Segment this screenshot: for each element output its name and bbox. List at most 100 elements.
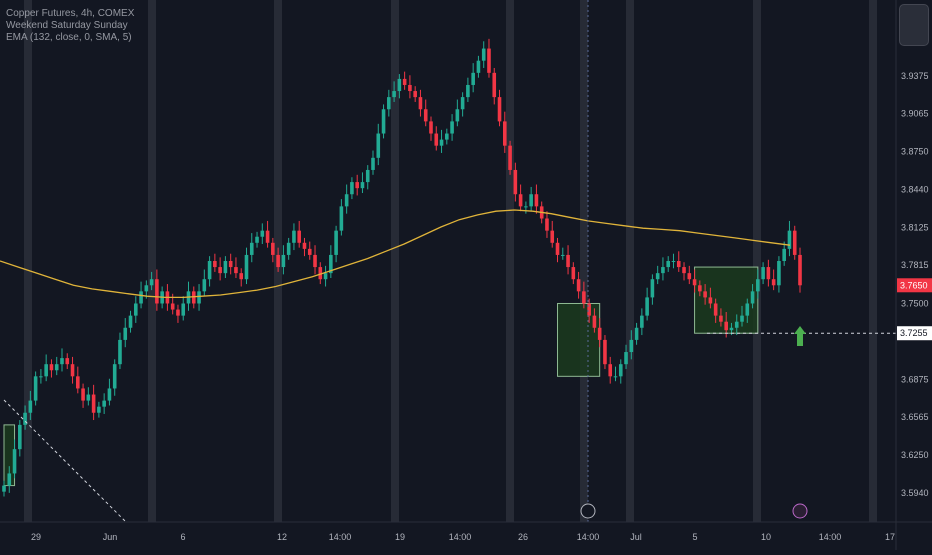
candle <box>81 383 85 408</box>
candle <box>91 384 96 421</box>
weekend-band <box>391 0 399 522</box>
candle <box>149 271 154 291</box>
candle <box>418 89 423 117</box>
candle <box>244 247 249 285</box>
candle-body <box>191 291 196 304</box>
x-tick-label: 29 <box>31 532 41 542</box>
candle-body <box>18 424 22 450</box>
candle <box>234 257 238 278</box>
candle <box>313 245 317 275</box>
candle-body <box>2 485 6 492</box>
candle <box>434 126 439 151</box>
candle-body <box>629 339 634 353</box>
candle <box>2 480 6 497</box>
candle-body <box>408 84 412 92</box>
candle-body <box>745 303 750 316</box>
candle-body <box>344 194 349 207</box>
candle <box>771 269 776 291</box>
candle <box>481 41 486 68</box>
x-tick-label: 17 <box>885 532 895 542</box>
candle <box>682 262 686 281</box>
candle <box>666 256 671 272</box>
candle-body <box>734 321 739 328</box>
candle-body <box>234 267 238 274</box>
candle-body <box>102 400 106 407</box>
candle-body <box>60 358 64 365</box>
candle <box>502 111 507 153</box>
y-tick-label: 3.8440 <box>901 184 929 194</box>
candle-body <box>144 285 149 292</box>
y-tick-label: 3.9375 <box>901 71 929 81</box>
candle-body <box>112 364 117 389</box>
weekend-band <box>626 0 634 522</box>
candle <box>487 38 491 78</box>
candle <box>661 257 665 281</box>
candle-body <box>418 97 423 110</box>
candle <box>191 286 196 309</box>
candle-body <box>597 327 602 340</box>
candle <box>76 366 80 394</box>
candle-body <box>592 315 597 328</box>
candle <box>334 225 338 263</box>
scale-button[interactable] <box>899 4 929 46</box>
candle <box>365 165 370 190</box>
candle <box>429 116 433 141</box>
candle <box>402 71 407 90</box>
candle <box>118 332 122 370</box>
legend-weekend[interactable]: Weekend Saturday Sunday <box>6 20 128 31</box>
candle <box>371 150 375 175</box>
candle-body <box>650 279 655 298</box>
candle <box>703 284 707 305</box>
candle <box>18 420 22 457</box>
candle <box>123 318 128 348</box>
candle-body <box>70 364 75 377</box>
candle-body <box>576 279 581 292</box>
candle-body <box>587 303 591 316</box>
candle <box>86 387 91 406</box>
candles <box>2 38 802 497</box>
candle <box>286 237 291 260</box>
x-tick-label: Jul <box>630 532 642 542</box>
x-tick-label: 14:00 <box>449 532 472 542</box>
candle-body <box>213 261 217 268</box>
candle <box>518 184 523 212</box>
candle-body <box>487 48 491 73</box>
legend-title[interactable]: Copper Futures, 4h, COMEX <box>6 8 135 19</box>
candle <box>629 330 634 360</box>
candle <box>777 256 781 293</box>
candle-body <box>529 194 533 207</box>
candle <box>719 308 723 327</box>
candle-body <box>798 254 802 286</box>
candle <box>698 280 702 297</box>
legend-ema[interactable]: EMA (132, close, 0, SMA, 5) <box>6 32 132 43</box>
candle <box>708 287 713 309</box>
candle <box>350 177 354 200</box>
candle-body <box>265 230 270 243</box>
candle <box>44 354 48 382</box>
candle-body <box>608 364 613 377</box>
candle-body <box>218 267 222 274</box>
x-tick-label: 19 <box>395 532 405 542</box>
candle <box>756 269 760 299</box>
candle <box>634 322 639 345</box>
candle <box>228 253 233 275</box>
candle-body <box>223 261 228 274</box>
candle <box>107 378 112 406</box>
candle <box>624 344 628 370</box>
candle-body <box>365 169 370 183</box>
weekend-band <box>506 0 514 522</box>
candle <box>761 262 765 285</box>
candle-body <box>302 242 307 249</box>
candle-body <box>708 297 713 304</box>
candle <box>560 247 565 260</box>
candle <box>60 348 64 372</box>
candle <box>360 172 365 194</box>
candle-body <box>139 291 143 304</box>
candle-body <box>429 121 433 134</box>
candle <box>102 393 106 414</box>
weekend-band <box>148 0 156 522</box>
candle <box>524 201 528 214</box>
